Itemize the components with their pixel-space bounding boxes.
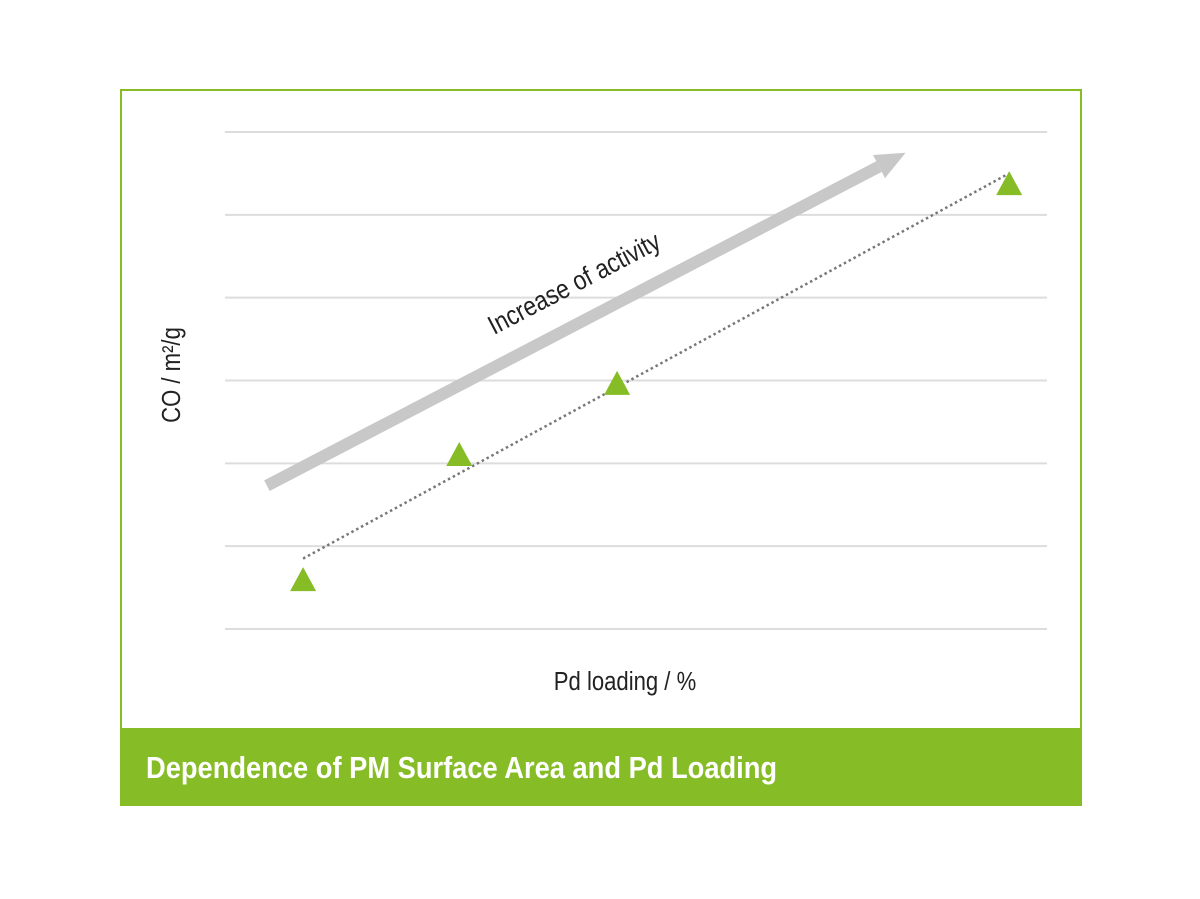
data-point — [446, 442, 473, 467]
activity-arrow-head — [873, 152, 906, 179]
activity-arrow-shaft — [264, 161, 882, 492]
x-axis-label: Pd loading / % — [554, 667, 696, 696]
data-point — [604, 370, 631, 395]
trendline — [302, 173, 1009, 560]
data-point — [290, 567, 317, 592]
data-point — [996, 171, 1023, 196]
chart-title: Dependence of PM Surface Area and Pd Loa… — [146, 750, 778, 785]
footer-band: Dependence of PM Surface Area and Pd Loa… — [120, 728, 1082, 806]
chart-frame — [120, 89, 1082, 806]
y-axis-label: CO / m²/g — [157, 327, 186, 423]
